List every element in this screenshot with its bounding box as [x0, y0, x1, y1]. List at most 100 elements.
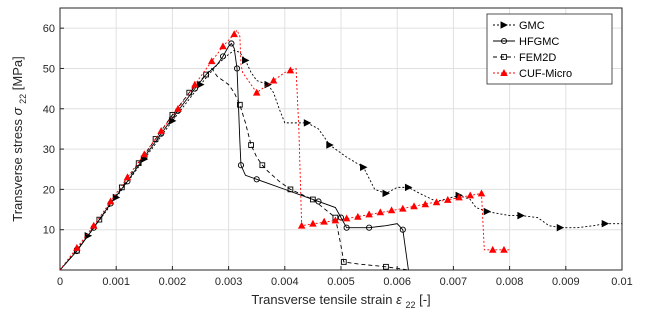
y-axis-label: Transverse stress σ 22 [MPa] [10, 56, 29, 222]
data-point-cuf-micro [421, 200, 430, 208]
legend-entry-cuf-micro: CUF-Micro [493, 68, 572, 80]
data-point-cuf-micro [269, 76, 278, 84]
data-point-hfgmc [343, 224, 350, 231]
data-point-cuf-micro [230, 30, 238, 38]
legend-entry-hfgmc: HFGMC [493, 36, 559, 48]
axis-ticks: 0 0.001 0.002 0.003 0.004 0.005 0.006 0.007 0.00… [43, 23, 633, 288]
data-point-cuf-micro [342, 214, 351, 222]
series-cuf-micro [59, 29, 510, 271]
data-point-cuf-micro [297, 221, 306, 229]
data-point-cuf-micro [73, 243, 81, 251]
data-point-gmc [517, 211, 525, 220]
legend-label-cuf-micro: CUF-Micro [519, 68, 572, 80]
data-point-cuf-micro [140, 150, 149, 158]
x-tick-label: 0.001 [102, 276, 130, 288]
data-point-fem2d [340, 259, 347, 265]
data-point-gmc [303, 119, 312, 127]
data-point-cuf-micro [106, 197, 115, 205]
x-tick-label: 0.007 [440, 276, 468, 288]
data-point-cuf-micro [309, 219, 317, 227]
data-point-fem2d [383, 263, 389, 270]
data-point-hfgmc [219, 53, 227, 60]
data-point-gmc [404, 183, 413, 192]
data-point-cuf-micro [252, 88, 261, 96]
legend-label-hfgmc: HFGMC [519, 36, 559, 48]
data-point-fem2d [152, 136, 159, 142]
data-point-fem2d [287, 186, 294, 193]
data-point-fem2d [169, 111, 176, 118]
data-point-cuf-micro [376, 208, 385, 216]
data-point-gmc [360, 163, 368, 171]
series-line-fem2d [59, 67, 409, 271]
data-point-gmc [483, 207, 492, 216]
data-point-cuf-micro [191, 80, 199, 88]
data-point-cuf-micro [455, 193, 463, 201]
data-point-cuf-micro [488, 245, 497, 253]
data-point-gmc [556, 223, 565, 232]
y-tick-label: 10 [43, 225, 55, 237]
data-point-hfgmc [366, 224, 373, 231]
x-tick-label: 0.003 [215, 276, 243, 288]
data-point-cuf-micro [219, 42, 227, 50]
legend: GMC HFGMC FEM2D CUF-Micro [486, 13, 613, 85]
data-point-fem2d [135, 160, 142, 167]
data-point-hfgmc [337, 214, 345, 221]
data-point-fem2d [248, 142, 254, 148]
data-point-cuf-micro [123, 173, 132, 181]
data-point-cuf-micro [477, 189, 486, 197]
legend-entry-fem2d: FEM2D [493, 52, 556, 64]
data-point-hfgmc [233, 65, 241, 72]
y-tick-label: 50 [43, 63, 55, 75]
x-tick-label: 0.009 [552, 276, 580, 288]
data-point-cuf-micro [387, 206, 396, 214]
data-point-cuf-micro [432, 198, 441, 206]
data-point-fem2d [186, 89, 193, 96]
x-tick-label: 0.004 [271, 276, 299, 288]
data-point-hfgmc [253, 176, 260, 183]
data-point-cuf-micro [174, 104, 182, 112]
y-tick-label: 40 [43, 104, 55, 116]
x-tick-label: 0 [57, 276, 63, 288]
legend-entry-gmc: GMC [493, 20, 545, 32]
data-point-cuf-micro [500, 245, 508, 253]
data-point-gmc [242, 56, 250, 65]
x-tick-label: 0.008 [496, 276, 524, 288]
data-point-gmc [382, 189, 390, 198]
series-line-cuf-micro [59, 29, 510, 271]
data-point-cuf-micro [466, 191, 475, 199]
y-tick-label: 20 [43, 184, 55, 196]
data-point-cuf-micro [89, 221, 98, 229]
data-point-cuf-micro [207, 57, 216, 65]
legend-box [486, 13, 613, 85]
series-line-hfgmc [59, 42, 409, 271]
data-point-cuf-micro [399, 204, 407, 212]
series-layer [59, 29, 622, 271]
data-point-gmc [326, 141, 334, 149]
y-tick-label: 30 [43, 144, 55, 156]
data-point-fem2d [310, 196, 316, 203]
x-axis-label: Transverse tensile strain ε 22 [-] [251, 292, 430, 311]
data-point-cuf-micro [331, 216, 340, 224]
legend-marker-hfgmc [500, 37, 508, 45]
data-point-hfgmc [237, 162, 245, 169]
data-point-hfgmc [228, 40, 235, 47]
data-point-fem2d [259, 162, 266, 169]
data-point-fem2d [203, 71, 209, 78]
data-point-gmc [601, 219, 610, 228]
data-point-gmc [168, 117, 177, 125]
data-point-cuf-micro [320, 217, 328, 225]
legend-label-gmc: GMC [519, 20, 545, 32]
data-point-cuf-micro [286, 66, 295, 74]
x-tick-label: 0.005 [327, 276, 355, 288]
data-point-cuf-micro [365, 210, 373, 218]
x-tick-label: 0.002 [159, 276, 187, 288]
legend-label-fem2d: FEM2D [519, 52, 556, 64]
x-tick-label: 0.006 [383, 276, 411, 288]
data-point-fem2d [236, 101, 243, 108]
legend-marker-cuf-micro [500, 69, 508, 76]
data-point-cuf-micro [157, 126, 165, 134]
data-point-cuf-micro [354, 212, 362, 220]
legend-marker-fem2d [501, 54, 507, 60]
data-point-cuf-micro [410, 202, 418, 210]
